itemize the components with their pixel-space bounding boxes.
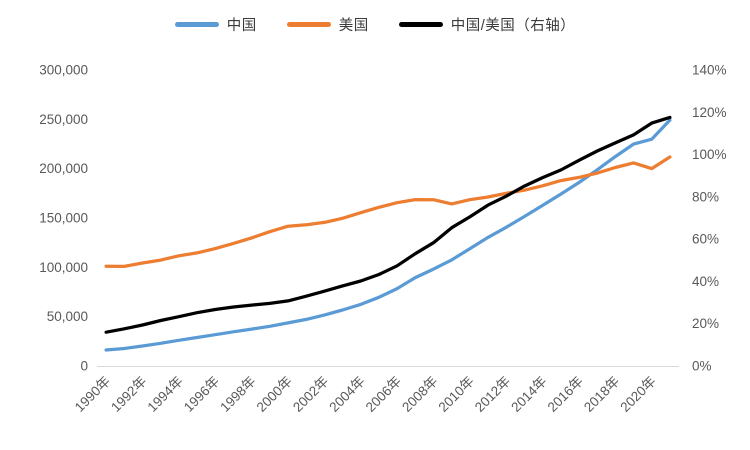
y-axis-left-tick: 300,000 bbox=[39, 63, 88, 78]
y-axis-left-tick: 100,000 bbox=[39, 260, 88, 275]
y-axis-left-tick: 150,000 bbox=[39, 211, 88, 226]
x-axis-tick: 1990年 bbox=[72, 374, 113, 415]
y-axis-left-tick: 200,000 bbox=[39, 161, 88, 176]
y-axis-left-tick: 250,000 bbox=[39, 112, 88, 127]
y-axis-left-tick: 50,000 bbox=[47, 309, 88, 324]
series-us-line bbox=[104, 155, 672, 269]
x-axis-tick: 2010年 bbox=[436, 374, 477, 415]
y-axis-right-tick: 100% bbox=[692, 147, 727, 162]
x-axis-tick: 2002年 bbox=[290, 374, 331, 415]
x-axis-tick: 1998年 bbox=[217, 374, 258, 415]
x-axis-tick: 2008年 bbox=[399, 374, 440, 415]
x-axis-tick: 2000年 bbox=[254, 374, 295, 415]
y-axis-left-tick: 0 bbox=[80, 359, 88, 374]
x-axis-tick: 2020年 bbox=[617, 374, 658, 415]
y-axis-right-tick: 60% bbox=[692, 232, 719, 247]
y-axis-right-tick: 0% bbox=[692, 359, 712, 374]
y-axis-right-tick: 80% bbox=[692, 189, 719, 204]
series-china-line bbox=[104, 118, 672, 352]
x-axis-tick: 2012年 bbox=[472, 374, 513, 415]
y-axis-right-tick: 40% bbox=[692, 274, 719, 289]
x-axis-tick: 2004年 bbox=[326, 374, 367, 415]
x-axis-tick: 1994年 bbox=[145, 374, 186, 415]
x-axis-tick: 1996年 bbox=[181, 374, 222, 415]
x-axis-tick: 2006年 bbox=[363, 374, 404, 415]
x-axis-tick: 1992年 bbox=[108, 374, 149, 415]
series-ratio-line bbox=[104, 115, 672, 334]
x-axis-tick: 2016年 bbox=[545, 374, 586, 415]
x-axis-tick: 2014年 bbox=[508, 374, 549, 415]
y-axis-right-tick: 140% bbox=[692, 63, 727, 78]
x-axis-tick: 2018年 bbox=[581, 374, 622, 415]
y-axis-right-tick: 20% bbox=[692, 316, 719, 331]
y-axis-right-tick: 120% bbox=[692, 105, 727, 120]
